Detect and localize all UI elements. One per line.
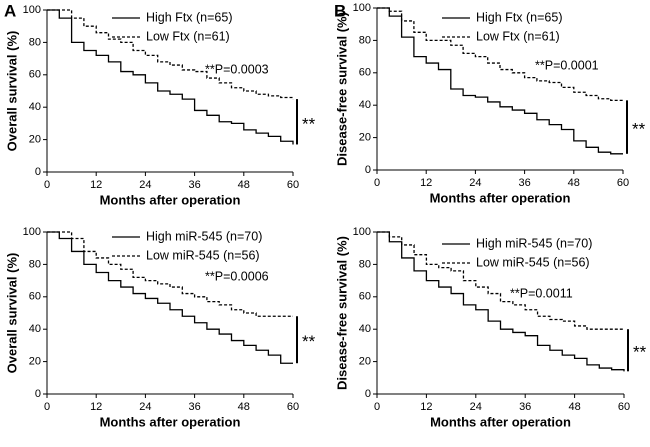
x-tick-label: 0 [44,401,50,413]
x-tick-label: 60 [618,401,630,413]
legend-label: Low Ftx (n=61) [476,29,560,43]
x-tick-label: 0 [374,177,380,189]
x-tick-label: 12 [420,177,432,189]
y-tick-label: 0 [35,388,41,400]
significance-mark: ** [632,120,646,139]
x-tick-label: 24 [469,177,481,189]
survival-curve [377,7,623,155]
survival-curve [47,9,294,145]
x-tick-label: 36 [518,177,530,189]
x-tick-label: 12 [420,401,432,413]
y-tick-label: 80 [29,258,41,270]
p-value-annotation: **P=0.0001 [535,58,599,72]
x-axis-title: Months after operation [100,414,241,429]
x-tick-label: 36 [188,401,200,413]
x-tick-label: 48 [238,179,250,191]
y-tick-label: 80 [359,258,371,270]
y-tick-label: 0 [365,388,371,400]
survival-curve [377,231,624,330]
y-tick-label: 40 [29,101,41,113]
x-tick-label: 12 [90,401,102,413]
legend-label: High miR-545 (n=70) [476,236,592,250]
x-tick-label: 24 [139,401,151,413]
survival-curve [47,9,294,100]
x-tick-label: 24 [470,401,482,413]
y-tick-label: 40 [29,323,41,335]
y-tick-label: 60 [359,67,371,79]
y-axis-title: Overall survival (%) [4,31,19,152]
y-tick-label: 0 [365,164,371,176]
x-tick-label: 36 [519,401,531,413]
y-tick-label: 80 [29,36,41,48]
legend-label: High Ftx (n=65) [146,10,233,24]
panel-label: A [4,1,16,20]
p-value-annotation: **P=0.0006 [205,269,269,283]
x-tick-label: 0 [44,179,50,191]
legend-label: Low Ftx (n=61) [146,29,230,43]
y-tick-label: 40 [359,99,371,111]
x-tick-label: 48 [568,177,580,189]
x-tick-label: 0 [374,401,380,413]
significance-mark: ** [302,114,316,133]
significance-mark: ** [302,332,316,351]
p-value-annotation: **P=0.0011 [510,286,573,300]
y-tick-label: 80 [359,34,371,46]
survival-curve [377,231,625,372]
x-tick-label: 60 [287,401,299,413]
y-tick-label: 60 [29,69,41,81]
x-axis-title: Months after operation [100,192,241,207]
significance-mark: ** [633,343,647,362]
y-tick-label: 100 [353,2,371,14]
y-tick-label: 100 [23,4,41,16]
y-axis-title: Disease-free survival (%) [334,12,349,166]
y-tick-label: 0 [35,166,41,178]
y-tick-label: 20 [359,356,371,368]
y-axis-title: Disease-free survival (%) [334,236,349,390]
survival-curve [47,231,293,364]
y-tick-label: 100 [353,226,371,238]
legend-label: High Ftx (n=65) [476,10,563,24]
p-value-annotation: **P=0.0003 [205,62,269,76]
legend-label: Low miR-545 (n=56) [146,248,260,262]
legend-label: High miR-545 (n=70) [146,229,262,243]
y-tick-label: 100 [23,226,41,238]
panel-label: B [334,1,346,20]
x-tick-label: 48 [568,401,580,413]
x-axis-title: Months after operation [430,190,571,205]
y-tick-label: 60 [29,291,41,303]
y-tick-label: 20 [29,356,41,368]
y-tick-label: 20 [29,134,41,146]
y-tick-label: 60 [359,291,371,303]
legend-label: Low miR-545 (n=56) [476,255,590,269]
x-axis-title: Months after operation [430,414,571,429]
survival-curve [377,7,623,101]
y-tick-label: 40 [359,323,371,335]
x-tick-label: 24 [139,179,151,191]
x-tick-label: 60 [617,177,629,189]
x-tick-label: 60 [287,179,299,191]
x-tick-label: 36 [188,179,200,191]
x-tick-label: 12 [90,179,102,191]
x-tick-label: 48 [238,401,250,413]
y-axis-title: Overall survival (%) [4,253,19,374]
y-tick-label: 20 [359,132,371,144]
